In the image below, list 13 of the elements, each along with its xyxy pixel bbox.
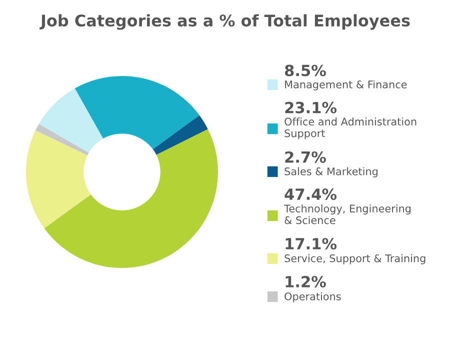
legend-label: Management & Finance (285, 80, 407, 90)
legend-label: Sales & Marketing (284, 167, 378, 178)
chart-title: Job Categories as a % of Total Employees (40, 14, 410, 30)
data-label: 47.4% (284, 188, 337, 200)
data-label: 2.7% (285, 151, 326, 163)
legend-label: Technology, Engineering & Science (284, 204, 411, 224)
data-label: 8.5% (284, 64, 326, 76)
legend-label: Service, Support & Training (284, 254, 426, 264)
legend-label: Office and Administration Support (284, 117, 416, 140)
data-label: 1.2% (286, 276, 326, 288)
legend-label: Operations (284, 292, 341, 302)
data-label: 17.1% (286, 238, 337, 250)
data-label: 23.1% (285, 102, 337, 114)
